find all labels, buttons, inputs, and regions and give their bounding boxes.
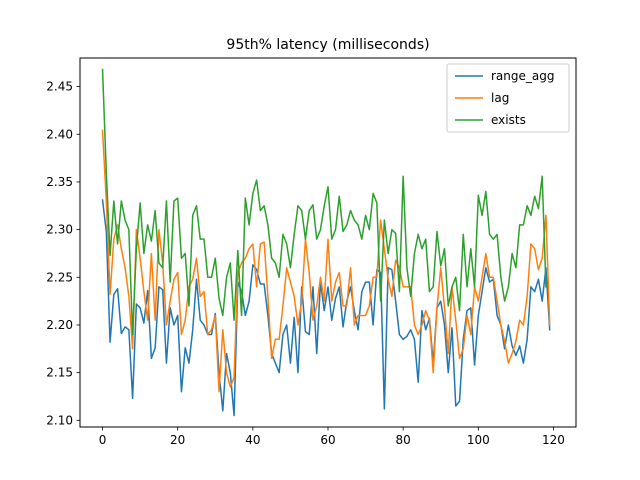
legend-label-exists: exists	[491, 113, 526, 127]
chart-title: 95th% latency (milliseconds)	[226, 37, 429, 53]
y-tick-label: 2.30	[46, 223, 73, 237]
y-tick-label: 2.15	[46, 366, 73, 380]
series-line-range-agg	[101, 199, 551, 417]
x-tick-label: 80	[396, 433, 411, 447]
x-tick-label: 20	[170, 433, 185, 447]
legend-label-range-agg: range_agg	[491, 69, 554, 83]
series-layer	[101, 68, 551, 417]
legend-label-lag: lag	[491, 91, 509, 105]
x-axis: 0 20 40 60 80 100 120	[99, 427, 565, 447]
y-tick-label: 2.20	[46, 318, 73, 332]
y-axis: 2.10 2.15 2.20 2.25 2.30 2.35 2.40 2.45	[46, 80, 80, 427]
y-tick-label: 2.35	[46, 175, 73, 189]
x-tick-label: 120	[542, 433, 565, 447]
y-tick-label: 2.45	[46, 80, 73, 94]
series-line-exists	[101, 68, 547, 336]
x-tick-label: 40	[245, 433, 260, 447]
y-tick-label: 2.25	[46, 270, 73, 284]
x-tick-label: 0	[99, 433, 107, 447]
y-tick-label: 2.10	[46, 413, 73, 427]
x-tick-label: 100	[467, 433, 490, 447]
legend-box	[446, 63, 570, 133]
series-line-lag	[101, 129, 551, 393]
y-tick-label: 2.40	[46, 127, 73, 141]
x-tick-label: 60	[320, 433, 335, 447]
